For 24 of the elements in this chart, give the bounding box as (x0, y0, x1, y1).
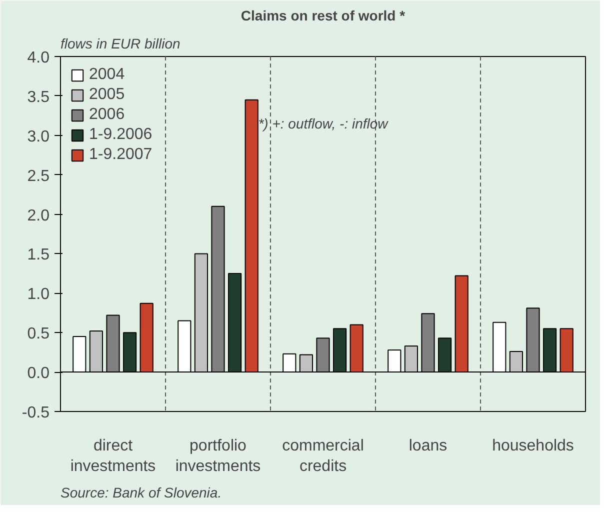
y-tick-label: 4.0 (27, 50, 50, 66)
x-tick-label: loans (408, 438, 448, 454)
y-tick-label: -0.5 (22, 404, 50, 422)
x-tick-label: commercial credits (282, 438, 364, 475)
y-tick-label: 2.0 (27, 207, 50, 224)
legend-label: 2006 (89, 106, 125, 124)
legend-label: 2005 (89, 86, 125, 104)
y-tick-label: 0.0 (27, 365, 50, 382)
legend-label: 2004 (89, 66, 125, 84)
legend-label: 1-9.2007 (89, 146, 152, 164)
y-tick-label: 1.5 (27, 246, 50, 264)
y-tick-label: 2.5 (27, 168, 50, 185)
y-tick-label: 3.0 (27, 128, 50, 146)
source-note: Source: Bank of Slovenia. (60, 484, 222, 500)
y-axis-title: flows in EUR billion (60, 36, 181, 52)
legend-label: 1-9.2006 (89, 126, 152, 144)
annotation: *) +: outflow, -: inflow (258, 115, 389, 132)
y-tick-label: 0.5 (27, 326, 50, 343)
x-tick-label: households (492, 438, 574, 454)
chart-title: Claims on rest of world * (240, 8, 406, 24)
x-tick-label: portfolio investments (175, 438, 261, 475)
y-tick-label: 3.5 (27, 88, 50, 106)
x-tick-label: direct investments (70, 438, 156, 475)
y-tick-label: 1.0 (27, 286, 50, 304)
